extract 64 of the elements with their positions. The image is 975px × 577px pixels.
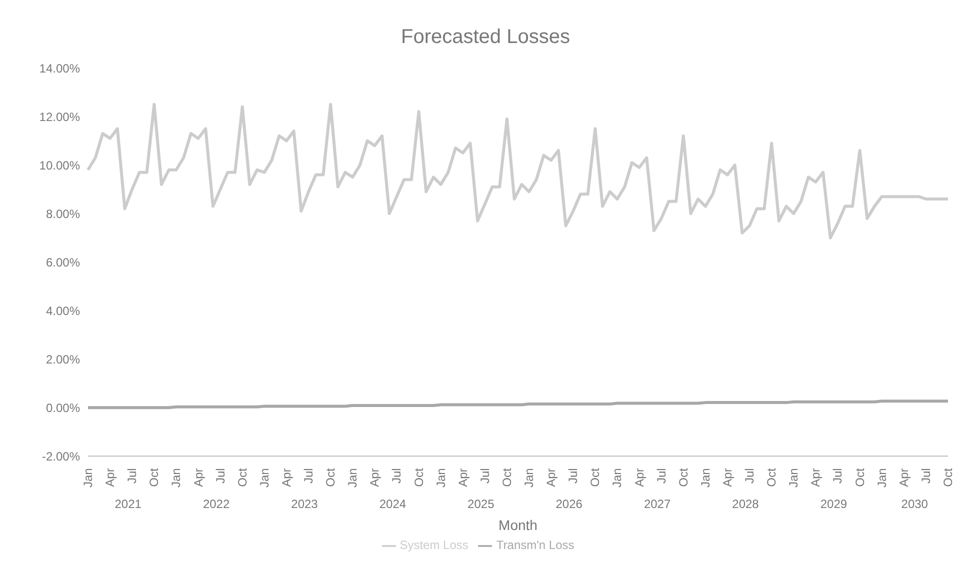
x-tick-label: Apr [191,468,206,487]
x-tick-label: Apr [103,468,118,487]
x-tick-label: Jan [257,468,272,488]
x-tick-label: Jan [786,468,801,488]
x-tick-label: Jul [566,468,580,484]
x-tick-label: Oct [676,468,690,487]
text: 2025 [468,497,495,512]
x-tick-label: Jul [654,468,668,484]
text: 2024 [379,497,406,512]
x-tick-label: Jul [830,468,845,484]
x-tick-label: Jul [390,468,404,484]
x-tick-label: Apr [368,468,382,487]
x-tick-label: Oct [588,468,602,487]
x-tick-label: Jan [169,468,184,488]
y-tick-label: 14.00% [39,61,80,76]
x-tick-label: Apr [279,468,294,487]
x-tick-label: Oct [852,468,867,487]
x-tick-label: Apr [544,468,558,487]
x-tick-label: Apr [720,468,734,487]
x-tick-label: Apr [896,468,911,487]
x-tick-label: Jul [742,468,757,484]
line-series [86,102,950,240]
x-tick-label: Jul [125,468,140,484]
text: 2027 [644,497,671,512]
x-tick-label: Jan [81,468,95,488]
y-tick-label: 8.00% [46,206,80,221]
x-tick-label: Apr [456,468,470,487]
x-tick-label: Jan [346,468,360,488]
y-tick-label: 0.00% [46,400,80,415]
x-tick-label: Apr [808,468,823,487]
x-tick-label: Oct [147,468,162,487]
x-tick-label: Oct [324,468,338,487]
chart-title: Forecasted Losses [400,26,571,49]
x-tick-label: Oct [235,468,250,487]
x-tick-label: Oct [500,468,514,487]
x-tick-label: Jan [874,468,889,488]
x-tick-label: Jul [918,468,933,484]
text: 2022 [202,497,230,512]
text: 2028 [732,497,760,512]
y-tick-label: 12.00% [39,110,80,124]
x-tick-label: Oct [764,468,779,487]
y-tick-label: 4.00% [46,304,80,318]
x-tick-label: Apr [632,468,646,487]
text: 2026 [556,497,583,512]
x-tick-label: Jul [302,468,316,484]
text: 2023 [291,497,318,512]
x-tick-label: Oct [941,468,955,487]
y-tick-label: 6.00% [46,255,80,270]
x-tick-label: Jan [698,468,712,488]
y-tick-label: 2.00% [46,352,80,366]
y-tick-label: -2.00% [42,449,80,464]
x-tick-label: Oct [412,468,426,487]
legend-label: Transm'n Loss [496,538,574,552]
text: 2029 [820,497,848,512]
text: 2030 [901,497,928,512]
line-series [86,400,950,410]
x-tick-label: Jul [213,468,228,484]
x-tick-label: Jan [610,468,624,488]
x-tick-label: Jan [434,468,448,488]
x-tick-label: Jan [522,468,536,488]
y-tick-label: 10.00% [39,158,80,172]
x-axis-title: Month [498,517,538,534]
text: 2021 [114,497,142,512]
x-tick-label: Jul [478,468,492,484]
